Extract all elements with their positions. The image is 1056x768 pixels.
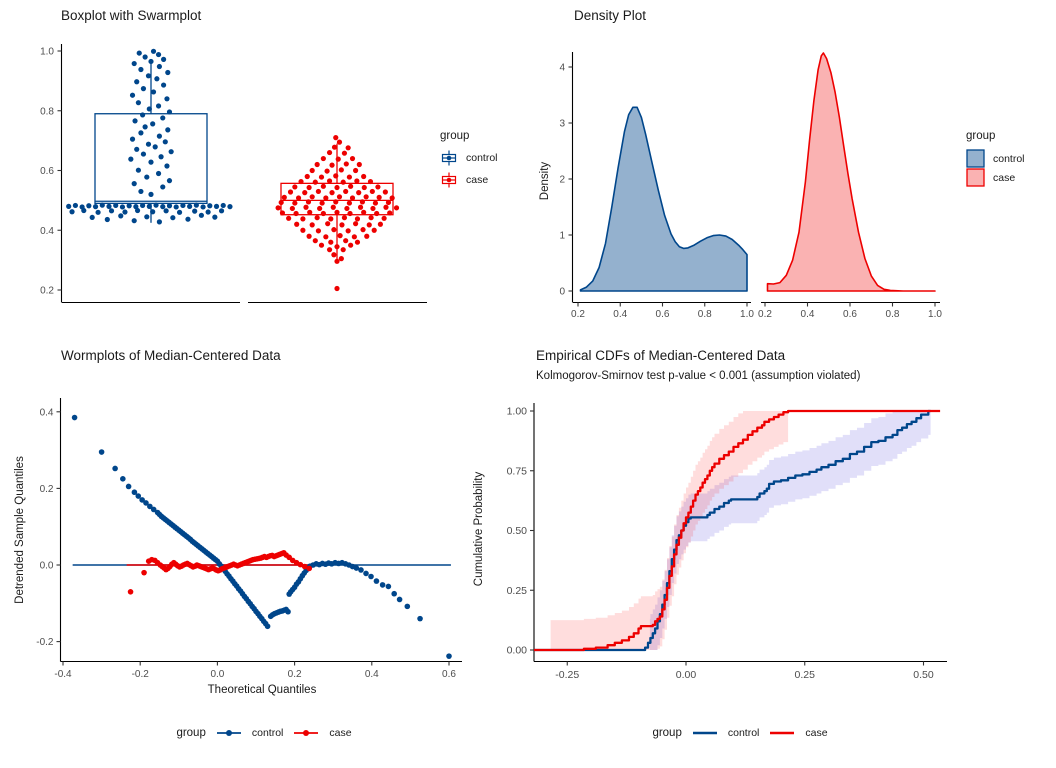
legend-title: group <box>652 727 682 739</box>
svg-text:0.4: 0.4 <box>613 309 627 320</box>
worm-plot: -0.4 -0.2 0.0 0.2 0.4 0.6 0.4 0.2 0.0 -0.2 <box>36 398 462 680</box>
svg-text:-0.25: -0.25 <box>555 669 579 681</box>
legend-item-control: control <box>440 149 498 167</box>
svg-text:-0.2: -0.2 <box>132 669 150 680</box>
svg-text:1: 1 <box>559 231 565 242</box>
svg-text:0.4: 0.4 <box>40 226 54 237</box>
ecdf-legend: group control case <box>652 727 828 739</box>
filled-square-key-icon <box>966 168 985 187</box>
legend-item-case: case <box>440 171 498 189</box>
ecdf-title: Empirical CDFs of Median-Centered Data <box>536 348 786 363</box>
density-title: Density Plot <box>574 8 647 23</box>
boxswarm-legend: group control case <box>440 130 498 193</box>
svg-text:0.4: 0.4 <box>801 309 815 320</box>
point-line-key-icon <box>216 730 241 736</box>
svg-text:2: 2 <box>559 175 565 186</box>
svg-text:-0.4: -0.4 <box>54 669 72 680</box>
ecdf-y-axis-title: Cumulative Probability <box>473 471 485 587</box>
svg-text:0.2: 0.2 <box>40 286 54 297</box>
svg-text:0.25: 0.25 <box>507 585 528 597</box>
svg-text:0.2: 0.2 <box>288 669 302 680</box>
svg-text:4: 4 <box>559 63 565 74</box>
line-key-icon <box>770 731 795 735</box>
wormplot-title: Wormplots of Median-Centered Data <box>61 348 281 363</box>
svg-text:0.50: 0.50 <box>507 525 528 537</box>
boxswarm-title: Boxplot with Swarmplot <box>61 8 202 23</box>
svg-text:0.4: 0.4 <box>40 407 54 418</box>
density-plot: 0 1 2 3 4 0.2 0.4 0.6 0.8 1.0 0.2 0.4 0.6 0.8 1.0 <box>559 52 942 320</box>
svg-text:0.50: 0.50 <box>913 669 934 681</box>
boxplot-key-icon <box>441 150 457 166</box>
svg-text:0.6: 0.6 <box>656 309 670 320</box>
ecdf-subtitle: Kolmogorov-Smirnov test p-value < 0.001 … <box>536 370 861 382</box>
svg-text:1.00: 1.00 <box>507 406 528 418</box>
svg-text:0.6: 0.6 <box>843 309 857 320</box>
svg-text:0.8: 0.8 <box>40 106 54 117</box>
svg-text:-0.2: -0.2 <box>36 637 54 648</box>
density-y-axis-title: Density <box>539 161 551 201</box>
svg-text:0.6: 0.6 <box>40 166 54 177</box>
svg-text:0.2: 0.2 <box>758 309 772 320</box>
svg-text:1.0: 1.0 <box>928 309 942 320</box>
boxplot-key-icon <box>441 172 457 188</box>
svg-text:3: 3 <box>559 119 565 130</box>
svg-text:0.2: 0.2 <box>571 309 585 320</box>
svg-text:0.00: 0.00 <box>507 645 528 657</box>
point-line-key-icon <box>294 730 319 736</box>
svg-text:0.6: 0.6 <box>442 669 456 680</box>
line-key-icon <box>692 731 717 735</box>
filled-square-key-icon <box>966 149 985 168</box>
svg-text:0.00: 0.00 <box>676 669 697 681</box>
worm-y-axis-title: Detrended Sample Quantiles <box>14 456 26 604</box>
svg-text:0.4: 0.4 <box>365 669 379 680</box>
svg-text:0: 0 <box>559 287 565 298</box>
svg-text:0.0: 0.0 <box>40 561 54 572</box>
legend-item-control: control <box>966 149 1025 168</box>
worm-x-axis-title: Theoretical Quantiles <box>207 684 317 696</box>
svg-text:0.8: 0.8 <box>886 309 900 320</box>
svg-text:1.0: 1.0 <box>740 309 754 320</box>
svg-text:0.25: 0.25 <box>795 669 816 681</box>
ecdf-plot: -0.25 0.00 0.25 0.50 0.00 0.25 0.50 0.75 1.00 <box>507 403 947 681</box>
worm-legend: group control case <box>176 727 352 739</box>
legend-title: group <box>966 130 996 142</box>
density-legend: group control case <box>966 130 1025 187</box>
svg-text:0.75: 0.75 <box>507 465 528 477</box>
svg-text:0.2: 0.2 <box>40 484 54 495</box>
legend-title: group <box>176 727 206 739</box>
svg-text:0.0: 0.0 <box>210 669 224 680</box>
legend-item-case: case <box>966 168 1025 187</box>
svg-text:1.0: 1.0 <box>40 47 54 58</box>
boxswarm-plot: 1.0 0.8 0.6 0.4 0.2 <box>40 44 427 304</box>
legend-title: group <box>440 130 470 142</box>
svg-text:0.8: 0.8 <box>698 309 712 320</box>
